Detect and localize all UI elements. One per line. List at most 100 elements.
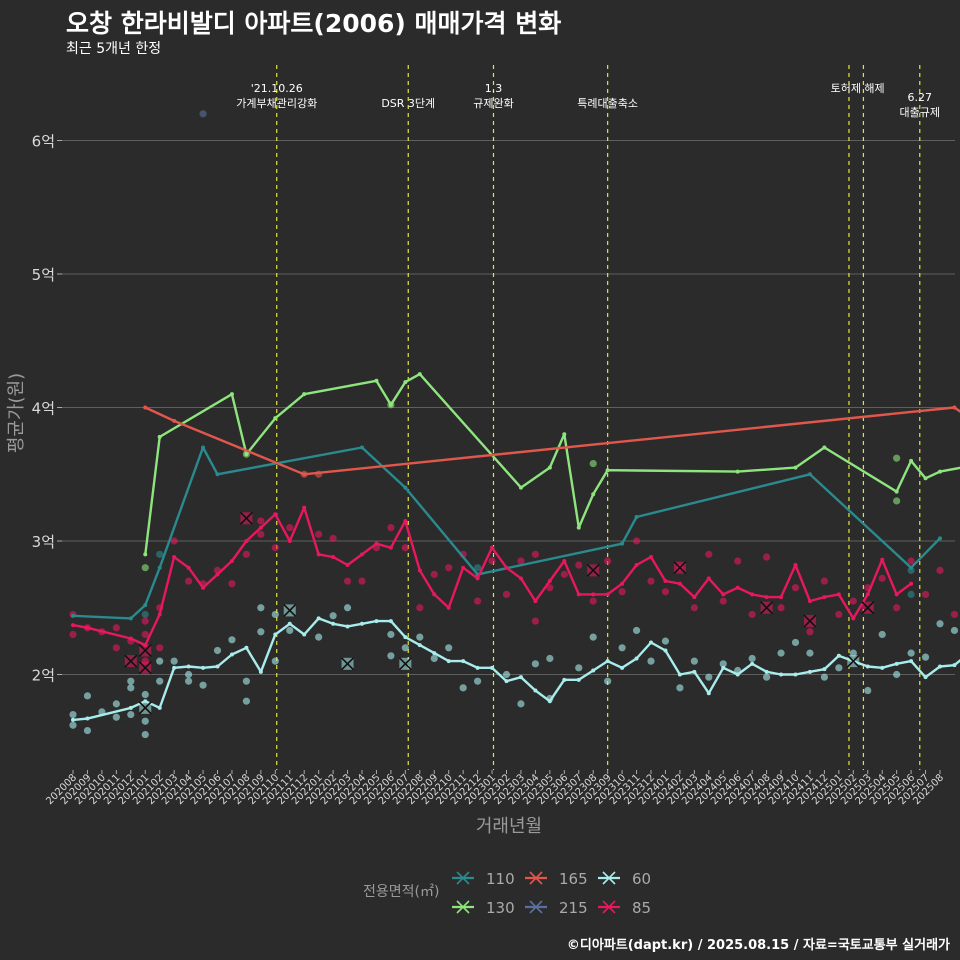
series-point-85 bbox=[721, 592, 726, 597]
series-point-130 bbox=[244, 452, 249, 457]
series-point-85 bbox=[302, 505, 307, 510]
transaction-point-60 bbox=[199, 681, 207, 689]
transaction-point-85 bbox=[849, 597, 857, 605]
series-point-60 bbox=[403, 635, 408, 640]
legend-label-110: 110 bbox=[486, 870, 515, 888]
series-point-60 bbox=[201, 665, 206, 670]
transaction-point-60 bbox=[242, 677, 250, 685]
transaction-point-60 bbox=[170, 657, 178, 665]
legend-marker-60 bbox=[602, 871, 616, 885]
transaction-point-60 bbox=[228, 636, 236, 644]
transaction-point-60 bbox=[531, 660, 540, 668]
transaction-point-215 bbox=[199, 110, 207, 118]
series-point-130 bbox=[417, 372, 422, 377]
transaction-point-60 bbox=[387, 652, 395, 660]
series-point-130 bbox=[143, 552, 148, 557]
transaction-point-60 bbox=[83, 692, 92, 700]
transaction-point-60 bbox=[676, 684, 684, 692]
series-point-130 bbox=[923, 476, 928, 481]
series-point-85 bbox=[504, 565, 509, 570]
transaction-point-85 bbox=[271, 544, 279, 552]
cancelled-mark-85 bbox=[138, 661, 152, 675]
series-point-60 bbox=[894, 661, 899, 666]
series-point-85 bbox=[331, 555, 336, 560]
series-point-130 bbox=[403, 380, 408, 385]
transaction-point-85 bbox=[647, 577, 655, 585]
legend-marker-85 bbox=[602, 900, 616, 914]
series-line-60 bbox=[72, 617, 960, 722]
series-point-110 bbox=[143, 603, 148, 608]
series-point-85 bbox=[388, 545, 393, 550]
series-point-60 bbox=[302, 632, 307, 637]
series-point-110 bbox=[807, 472, 812, 477]
transaction-point-85 bbox=[907, 557, 915, 565]
policy-annotation: 토허제 해제 bbox=[831, 81, 885, 95]
transaction-point-60 bbox=[618, 644, 626, 652]
series-point-60 bbox=[807, 669, 812, 674]
transaction-point-60 bbox=[185, 677, 193, 685]
series-point-130 bbox=[938, 469, 942, 474]
cancelled-mark-85 bbox=[239, 511, 253, 525]
transaction-point-85 bbox=[112, 644, 120, 652]
series-point-85 bbox=[273, 512, 278, 517]
transaction-point-60 bbox=[647, 657, 655, 665]
policy-annotation: 대출규제 bbox=[900, 106, 940, 119]
series-point-130 bbox=[302, 392, 307, 397]
y-tick-label: 5억 bbox=[32, 266, 55, 284]
transaction-point-85 bbox=[575, 561, 583, 569]
x-axis: 2020082020092020102020112020122021012021… bbox=[44, 770, 946, 807]
series-point-60 bbox=[345, 624, 350, 629]
transaction-point-60 bbox=[416, 633, 424, 641]
transaction-point-60 bbox=[156, 677, 164, 685]
transaction-point-60 bbox=[517, 700, 525, 708]
policy-annotation: 가계부채관리강화 bbox=[236, 97, 317, 110]
series-point-110 bbox=[71, 613, 75, 618]
transaction-point-60 bbox=[849, 649, 857, 657]
series-point-85 bbox=[605, 592, 610, 597]
legend: 전용면적(㎡) 110 165 60 130 215 85 bbox=[363, 870, 651, 917]
series-point-85 bbox=[735, 585, 740, 590]
series-point-60 bbox=[562, 677, 567, 682]
transaction-point-130 bbox=[893, 454, 901, 462]
transaction-point-60 bbox=[474, 677, 482, 685]
series-point-130 bbox=[374, 378, 379, 383]
transaction-point-85 bbox=[719, 597, 727, 605]
series-point-130 bbox=[157, 434, 162, 439]
series-point-60 bbox=[909, 659, 914, 664]
series-point-85 bbox=[822, 595, 827, 600]
transaction-point-85 bbox=[257, 517, 265, 525]
series-point-130 bbox=[229, 392, 234, 397]
transaction-point-60 bbox=[141, 690, 149, 699]
legend-title: 전용면적(㎡) bbox=[363, 884, 439, 900]
transaction-point-85 bbox=[69, 630, 77, 639]
y-tick-label: 2억 bbox=[32, 667, 55, 685]
series-point-60 bbox=[446, 659, 451, 664]
series-point-60 bbox=[417, 643, 422, 648]
transaction-point-85 bbox=[531, 550, 540, 558]
series-point-60 bbox=[764, 669, 769, 674]
transaction-point-60 bbox=[763, 673, 771, 681]
series-point-110 bbox=[403, 485, 408, 490]
series-point-60 bbox=[663, 648, 668, 653]
transaction-point-60 bbox=[112, 713, 120, 721]
series-line-85 bbox=[72, 506, 912, 647]
transaction-point-85 bbox=[560, 570, 568, 578]
series-point-60 bbox=[793, 672, 798, 677]
transaction-point-60 bbox=[430, 654, 438, 663]
series-point-60 bbox=[923, 675, 928, 680]
transaction-point-110 bbox=[907, 590, 915, 599]
transaction-point-85 bbox=[445, 564, 453, 572]
transaction-point-60 bbox=[502, 670, 511, 679]
series-point-60 bbox=[504, 679, 509, 684]
series-point-60 bbox=[822, 667, 827, 672]
transaction-point-60 bbox=[719, 660, 727, 668]
series-point-85 bbox=[750, 592, 755, 597]
series-point-85 bbox=[258, 525, 263, 530]
series-point-60 bbox=[591, 668, 596, 673]
series-point-85 bbox=[360, 552, 364, 557]
transaction-point-85 bbox=[921, 590, 930, 599]
transaction-point-85 bbox=[950, 610, 959, 619]
transaction-point-60 bbox=[141, 730, 149, 739]
series-point-60 bbox=[721, 665, 726, 670]
